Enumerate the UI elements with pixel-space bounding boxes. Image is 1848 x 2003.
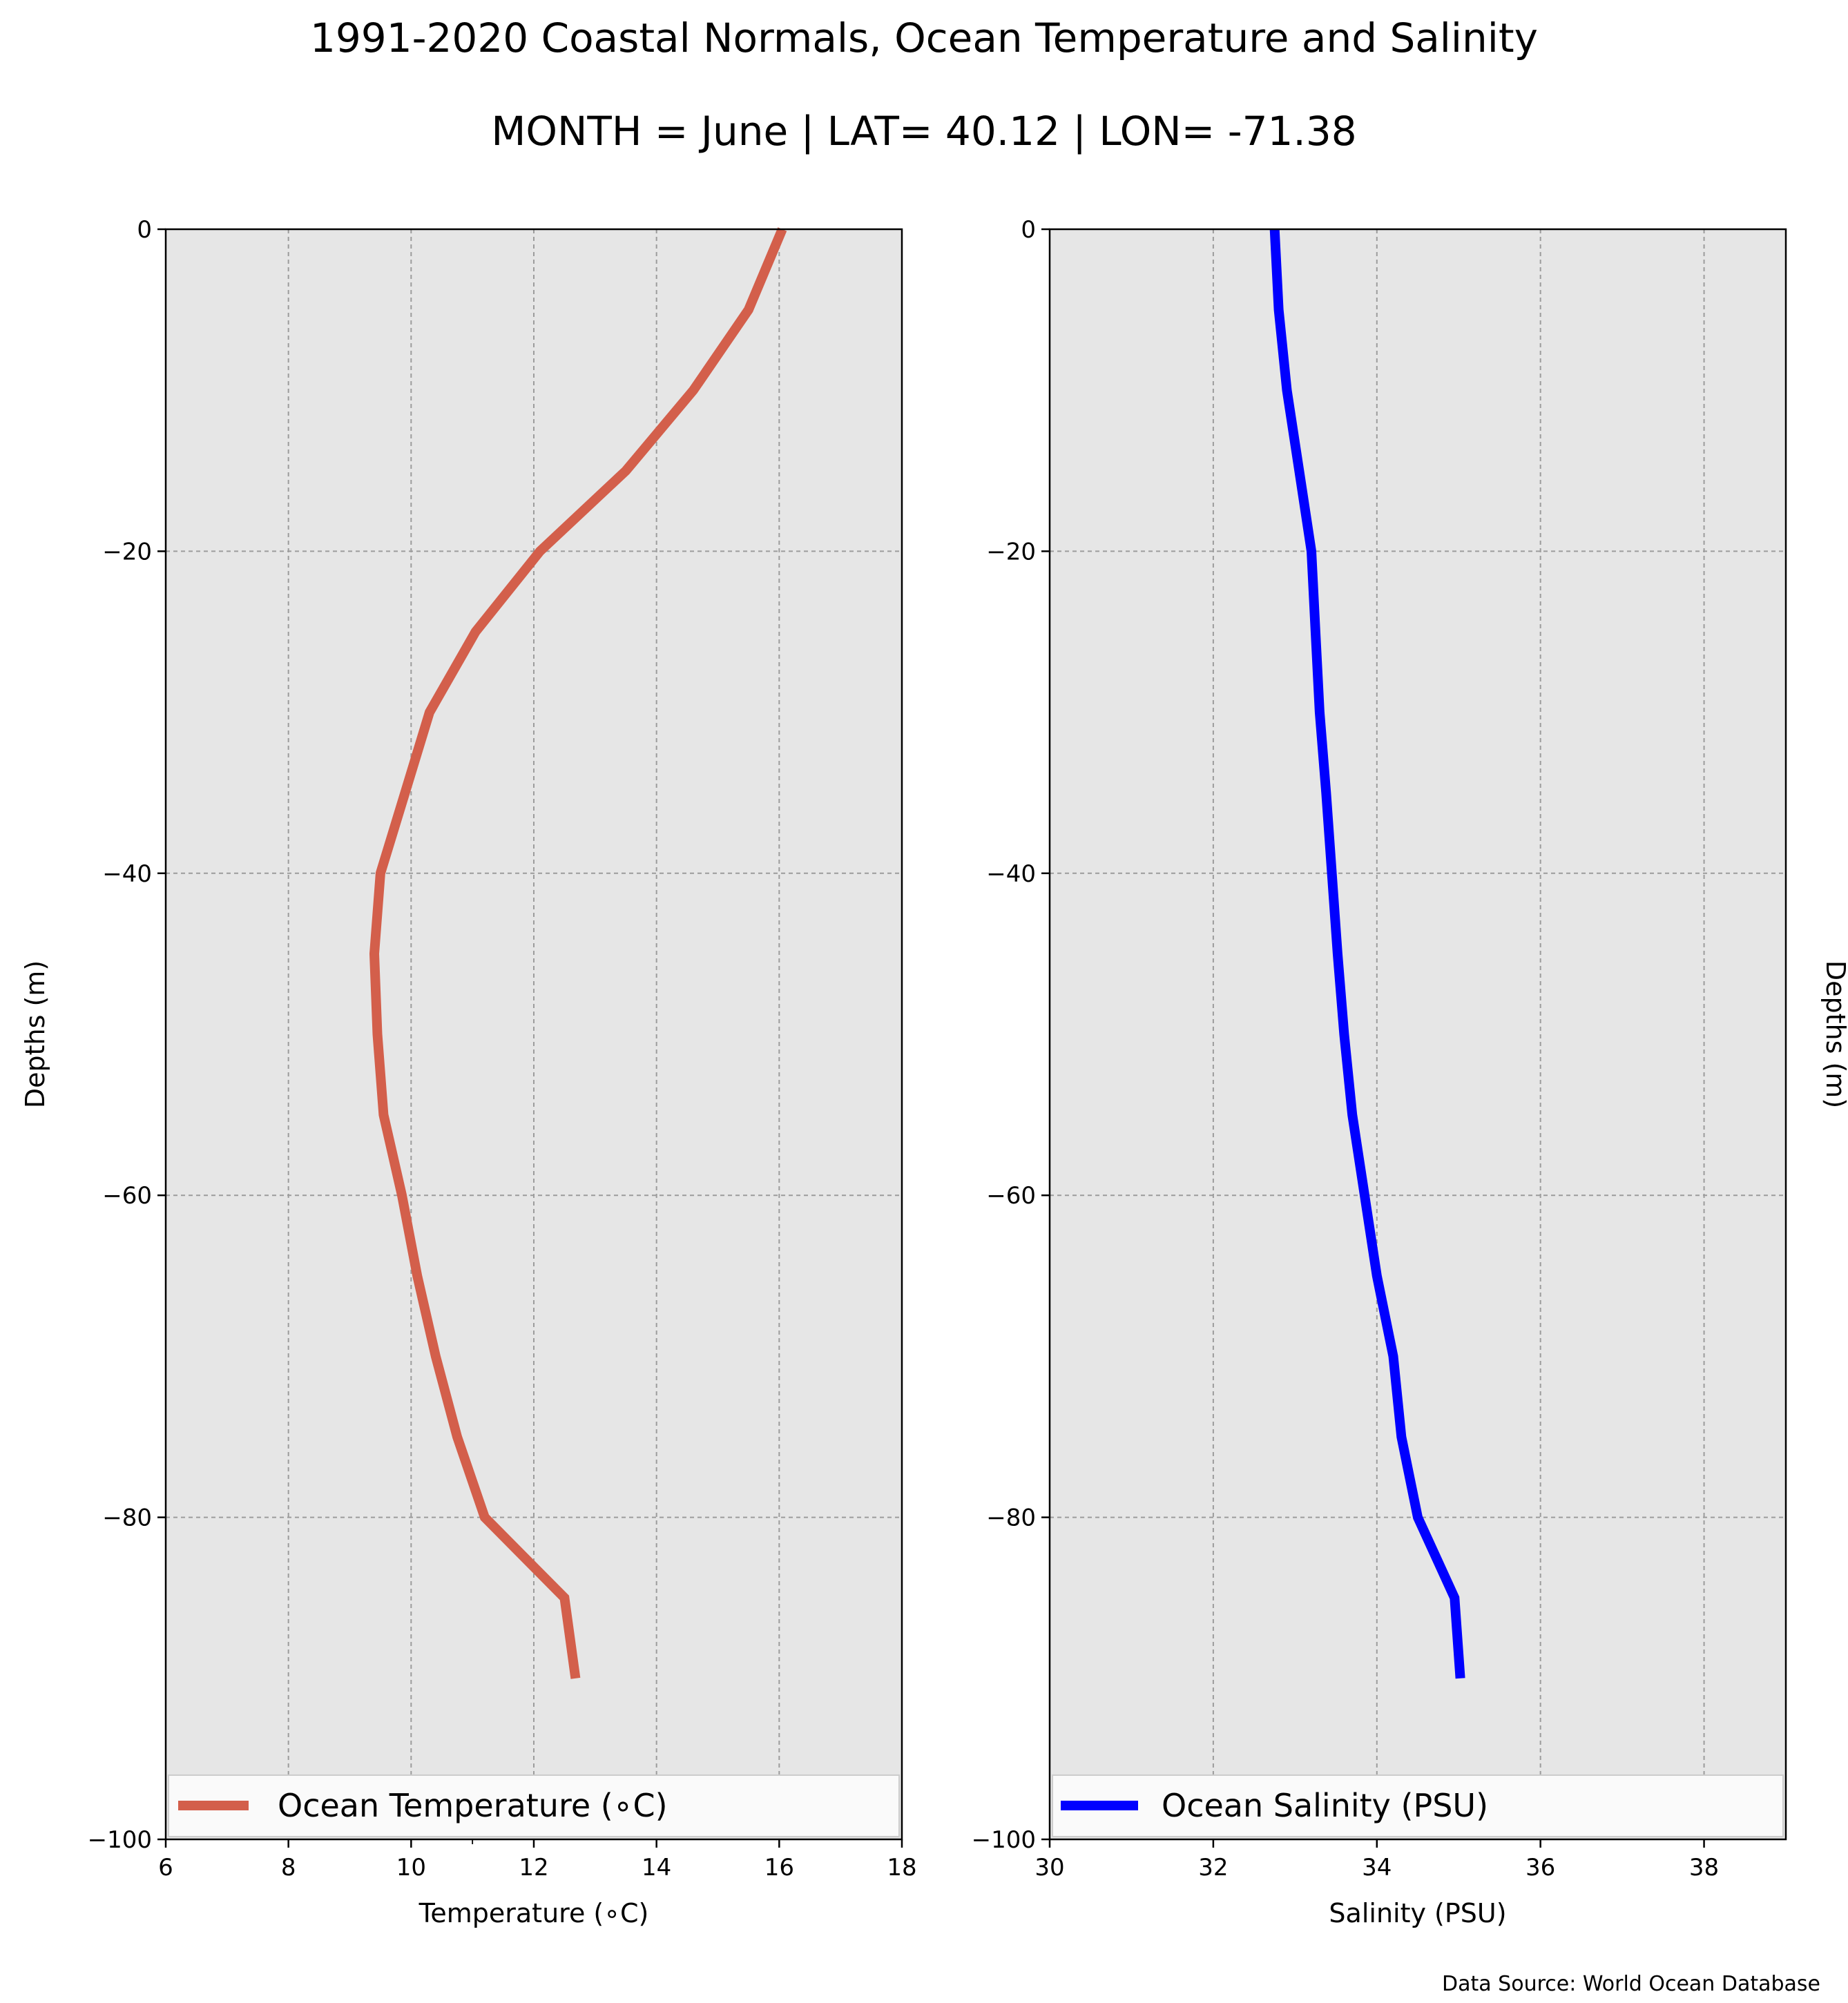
- x-tick-label: 8: [281, 1854, 296, 1881]
- y-tick-label: −40: [102, 860, 152, 888]
- salinity-axes-frame: [1048, 228, 1787, 1841]
- y-tick-label: −20: [102, 538, 152, 565]
- temperature-ylabel: Depths (m): [20, 960, 50, 1108]
- legend-label-salinity: Ocean Salinity (PSU): [1162, 1787, 1488, 1824]
- temperature-ticks: 6 8 10 12 14 16 18 0 −20 −40 −60 −80 −100: [88, 216, 917, 1881]
- y-tick-label: −40: [986, 860, 1036, 888]
- y-tick-label: 0: [137, 216, 152, 244]
- x-tick-label: 6: [158, 1854, 173, 1881]
- x-tick-label: 16: [764, 1854, 794, 1881]
- salinity-xlabel: Salinity (PSU): [1329, 1898, 1506, 1928]
- x-tick-label: 18: [887, 1854, 916, 1881]
- salinity-ticks: 30 32 34 36 38 0 −20 −40 −60 −80 −100: [972, 216, 1720, 1881]
- x-tick-label: 14: [642, 1854, 671, 1881]
- x-tick-label: 12: [519, 1854, 548, 1881]
- temperature-legend: Ocean Temperature (∘C): [168, 1774, 900, 1837]
- legend-box: [1052, 1774, 1784, 1837]
- temperature-lines: [369, 227, 787, 1679]
- salinity-legend: Ocean Salinity (PSU): [1052, 1774, 1784, 1837]
- y-tick-label: −100: [972, 1826, 1036, 1854]
- series-line: [1269, 229, 1465, 1679]
- x-tick-label: 30: [1034, 1854, 1064, 1881]
- y-tick-label: −60: [102, 1182, 152, 1210]
- y-tick-label: −80: [986, 1504, 1036, 1532]
- x-tick-label: 10: [396, 1854, 426, 1881]
- x-tick-label: 36: [1525, 1854, 1555, 1881]
- salinity-ylabel: Depths (m): [1820, 960, 1848, 1108]
- legend-box: [168, 1774, 900, 1837]
- legend-label-temperature: Ocean Temperature (∘C): [278, 1787, 668, 1824]
- salinity-panel: 30 32 34 36 38 0 −20 −40 −60 −80 −100 Ocean Salini…: [972, 216, 1848, 1928]
- x-tick-label: 38: [1689, 1854, 1719, 1881]
- temperature-panel: 6 8 10 12 14 16 18 0 −20 −40 −60 −80 −100 Ocean Temp…: [20, 216, 917, 1928]
- x-tick-label: 32: [1198, 1854, 1228, 1881]
- y-tick-label: −60: [986, 1182, 1036, 1210]
- series-line: [369, 227, 787, 1679]
- figure-title: 1991-2020 Coastal Normals, Ocean Tempera…: [310, 14, 1538, 61]
- data-source-note: Data Source: World Ocean Database: [1442, 1972, 1820, 1996]
- salinity-plot-area: [1050, 229, 1786, 1839]
- y-tick-label: −80: [102, 1504, 152, 1532]
- salinity-lines: [1269, 229, 1465, 1679]
- y-tick-label: −20: [986, 538, 1036, 565]
- temperature-xlabel: Temperature (∘C): [418, 1898, 649, 1928]
- y-tick-label: 0: [1021, 216, 1036, 244]
- figure-subtitle: MONTH = June | LAT= 40.12 | LON= -71.38: [491, 108, 1356, 155]
- y-tick-label: −100: [88, 1826, 152, 1854]
- x-tick-label: 34: [1362, 1854, 1392, 1881]
